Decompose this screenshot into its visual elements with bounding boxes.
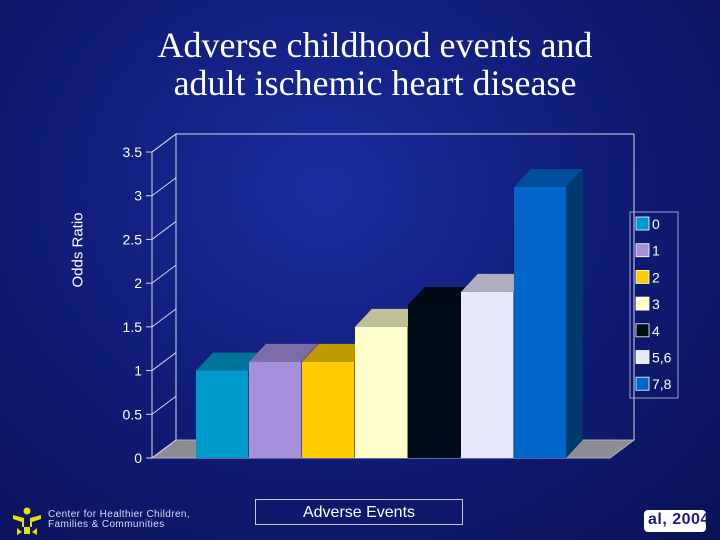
bar-top [408, 287, 477, 305]
y-axis-label: Odds Ratio [69, 212, 87, 288]
bar-7,8 [514, 168, 583, 458]
legend-label: 0 [652, 216, 660, 232]
bar-top [302, 343, 371, 362]
slide-title-line1: Adverse childhood events and [157, 25, 593, 65]
y-gridline-diag [151, 352, 177, 371]
y-gridline-diag [151, 133, 177, 153]
legend-swatch [635, 323, 650, 338]
legend-label: 2 [652, 269, 660, 285]
legend-swatch [635, 269, 650, 284]
bar-top [355, 308, 424, 327]
y-tick-label: 2 [134, 275, 142, 291]
y-tick-label: 3.5 [123, 144, 143, 160]
footer-org-name: Center for Healthier Children, Families … [48, 510, 190, 530]
y-tick-label: 0.5 [123, 406, 143, 422]
legend-label: 7,8 [652, 376, 672, 392]
legend-label: 1 [652, 243, 660, 259]
y-gridline-diag [151, 395, 177, 415]
citation-badge-text: al, 2004 [648, 511, 706, 528]
y-axis-label-wrap: Odds Ratio [58, 150, 98, 350]
legend-swatch [635, 296, 650, 311]
legend-label: 3 [652, 296, 660, 312]
legend-label: 5,6 [652, 350, 672, 366]
y-tick-label: 1 [134, 363, 142, 379]
y-gridline-diag [151, 221, 177, 240]
bar-front [514, 186, 566, 458]
bar-top [249, 343, 318, 362]
bar-front [196, 370, 248, 458]
bar-top [196, 352, 265, 371]
bar-front [302, 361, 354, 458]
bar-front [249, 361, 301, 458]
y-tick-label: 1.5 [123, 319, 143, 335]
y-gridline-diag [151, 177, 177, 197]
legend-label: 4 [652, 323, 660, 339]
bar-side [566, 168, 583, 458]
y-axis-ticks: 0 0.5 1 1.5 2 2.5 3 3.5 [123, 133, 177, 466]
footer-org-line1: Center for Healthier Children, [48, 509, 191, 520]
y-tick-label: 3 [134, 188, 142, 204]
y-gridline-diag [151, 439, 177, 459]
bar-front [355, 326, 407, 458]
x-axis-label: Adverse Events [255, 499, 463, 525]
org-logo-icon [13, 507, 41, 535]
slide-title-line2: adult ischemic heart disease [173, 63, 577, 103]
y-tick-label: 2.5 [123, 231, 143, 247]
legend-swatch [635, 216, 650, 231]
y-gridline-diag [151, 264, 177, 284]
chart-bars [196, 168, 583, 458]
legend-swatch [635, 350, 650, 364]
side-wall [151, 133, 177, 459]
legend-box [629, 211, 679, 399]
bar-front [408, 305, 460, 458]
bar-top [461, 273, 530, 292]
chart-legend: 0 1 2 3 4 5,6 7,8 [629, 211, 679, 399]
bar-front [461, 291, 513, 458]
slide-title: Adverse childhood events and adult ische… [0, 26, 720, 102]
y-tick-label: 0 [134, 450, 142, 466]
legend-swatch [635, 243, 650, 258]
bar-top [514, 168, 583, 187]
legend-swatch [635, 376, 650, 391]
citation-badge: al, 2004 [644, 510, 706, 532]
y-gridline-diag [151, 308, 177, 328]
footer-org-line2: Families & Communities [48, 519, 165, 530]
